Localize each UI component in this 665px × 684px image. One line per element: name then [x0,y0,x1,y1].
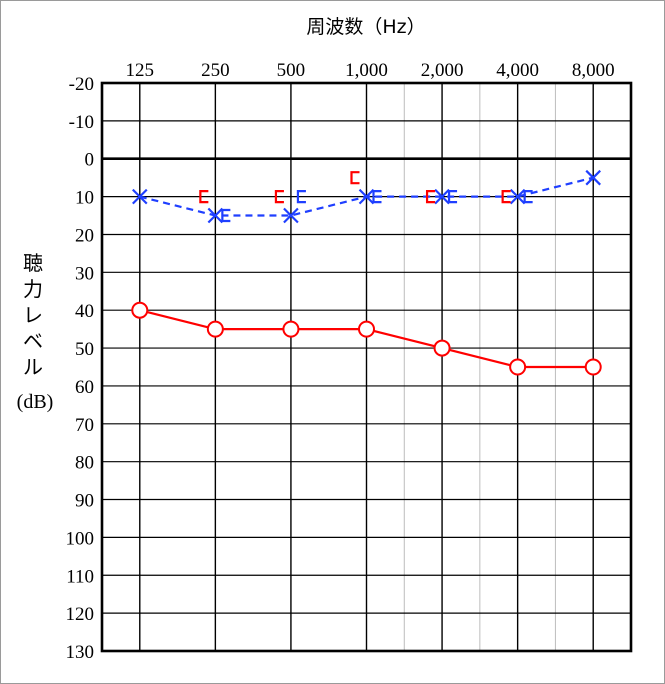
x-tick-label: 500 [277,60,306,81]
circle-marker [358,320,375,338]
bracket-marker [296,190,306,204]
circle-marker [509,358,527,376]
y-axis-unit: (dB) [17,391,54,413]
y-tick-label: -20 [69,74,94,95]
y-axis-label-char-5: ル [23,355,43,379]
bracket-marker [350,171,360,185]
tick-labels: 125 250 500 1,000 2,000 4,000 8,000 -20 -10 0 10 20… [66,60,615,663]
y-tick-label: 110 [66,566,94,587]
circle-marker [206,320,224,338]
cross-marker [585,169,601,186]
x-tick-label: 1,000 [345,60,388,81]
x-tick-label: 8,000 [572,60,615,81]
plot-area [131,169,602,376]
bracket-marker [199,190,209,204]
x-tick-label: 4,000 [496,60,539,81]
plot-border [100,81,633,653]
y-tick-label: 70 [75,415,94,436]
y-tick-label: 50 [75,339,94,360]
y-tick-label: 120 [66,604,95,625]
cross-marker [132,188,148,205]
cross-marker [434,188,450,205]
circle-marker [584,358,602,376]
y-tick-label: 30 [75,263,94,284]
y-tick-label: 0 [85,150,95,171]
bracket-marker [274,190,284,204]
x-tick-label: 125 [126,60,155,81]
y-tick-label: 60 [75,377,94,398]
x-tick-label: 2,000 [421,60,464,81]
circle-marker [433,339,451,357]
y-tick-label: 80 [75,453,94,474]
y-tick-label: 130 [66,642,95,663]
bracket-marker [372,190,382,204]
y-axis-label-char-2: 力 [23,277,43,301]
grid [100,81,633,653]
bracket-marker [447,190,458,204]
y-axis-label-char-4: ベ [23,329,43,353]
cross-marker [358,188,375,205]
bracket-marker [221,208,231,223]
bracket-marker [425,190,436,204]
y-tick-label: 20 [75,225,94,246]
y-tick-label: 10 [75,188,94,209]
y-tick-label: 40 [75,301,94,322]
cross-marker [283,207,299,224]
circle-marker [131,301,149,319]
x-tick-label: 250 [201,60,230,81]
cross-marker [207,207,224,224]
y-axis-label-char-1: 聴 [23,251,43,275]
y-tick-label: -10 [69,112,94,133]
chart-title: 周波数（Hz） [306,16,425,38]
y-axis-label-char-3: レ [23,303,43,327]
y-tick-label: 90 [75,491,94,512]
y-tick-label: 100 [66,528,95,549]
cross-marker [509,188,526,205]
circle-marker [282,320,300,338]
bracket-marker [523,190,533,204]
bracket-marker [501,190,511,204]
